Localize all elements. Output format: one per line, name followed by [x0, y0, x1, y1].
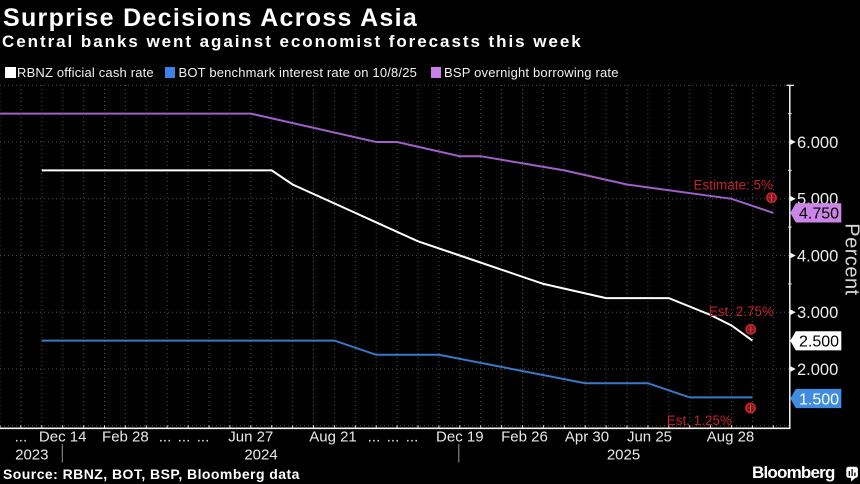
svg-text:Dec 14: Dec 14: [39, 428, 87, 445]
svg-text:Apr 30: Apr 30: [565, 428, 609, 445]
svg-text:6.000: 6.000: [797, 134, 838, 152]
svg-text:...: ...: [159, 428, 172, 445]
svg-text:Estimate: 5%: Estimate: 5%: [693, 178, 773, 193]
svg-text:2023: 2023: [15, 446, 48, 463]
svg-text:2.000: 2.000: [797, 361, 838, 379]
svg-text:...: ...: [197, 428, 210, 445]
svg-text:Dec 19: Dec 19: [436, 428, 484, 445]
svg-text:4.750: 4.750: [799, 206, 839, 223]
svg-text:Jun 25: Jun 25: [627, 428, 672, 445]
svg-text:3.000: 3.000: [797, 304, 838, 322]
svg-text:Feb 28: Feb 28: [102, 428, 149, 445]
svg-text:Est. 1.25%: Est. 1.25%: [667, 413, 732, 428]
svg-text:2.500: 2.500: [799, 334, 839, 351]
svg-text:1.500: 1.500: [799, 391, 839, 408]
svg-text:Percent: Percent: [841, 223, 860, 295]
svg-text:...: ...: [387, 428, 400, 445]
svg-text:Feb 26: Feb 26: [501, 428, 548, 445]
svg-text:4.000: 4.000: [797, 247, 838, 265]
svg-text:Jun 27: Jun 27: [228, 428, 273, 445]
svg-text:2024: 2024: [244, 446, 277, 463]
svg-text:...: ...: [15, 428, 28, 445]
svg-text:Aug 21: Aug 21: [309, 428, 357, 445]
svg-text:2025: 2025: [607, 446, 640, 463]
svg-text:Aug 28: Aug 28: [707, 428, 755, 445]
svg-text:...: ...: [368, 428, 381, 445]
svg-text:Est. 2.75%: Est. 2.75%: [709, 304, 774, 319]
svg-text:...: ...: [178, 428, 191, 445]
svg-text:...: ...: [406, 428, 419, 445]
